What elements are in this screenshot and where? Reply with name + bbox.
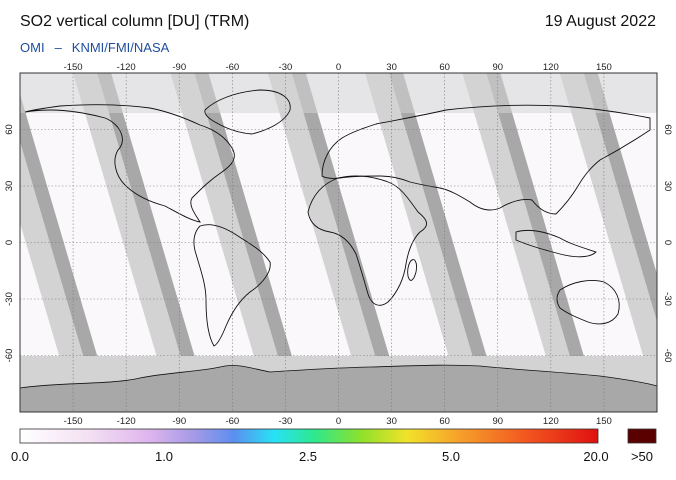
greenland-coast bbox=[204, 89, 291, 135]
colorbar-label-1: 1.0 bbox=[154, 449, 174, 464]
lat-tick-label: -60 bbox=[662, 349, 673, 363]
madagascar-coast bbox=[407, 259, 417, 281]
indonesia-coast bbox=[515, 229, 597, 258]
colorbar-label-0: 0.0 bbox=[10, 449, 30, 464]
lat-tick-label: 0 bbox=[662, 240, 673, 245]
overlap-swath bbox=[583, 73, 657, 322]
lon-tick-label: -30 bbox=[279, 416, 293, 427]
lat-ticks-right: 60 30 0 -30 -60 bbox=[662, 124, 673, 362]
colorbar-label-3: 5.0 bbox=[441, 449, 461, 464]
overlap-swath bbox=[486, 73, 601, 412]
map-frame bbox=[19, 72, 658, 413]
credits: OMI – KNMI/FMI/NASA bbox=[20, 40, 169, 55]
lon-tick-label: -150 bbox=[64, 62, 83, 73]
overlap-swath bbox=[389, 73, 504, 412]
north-america-coast bbox=[24, 104, 235, 223]
lon-tick-label: 0 bbox=[336, 62, 341, 73]
no-data-gap bbox=[559, 73, 657, 403]
lon-tick-label: 120 bbox=[543, 416, 559, 427]
lon-tick-label: 60 bbox=[439, 416, 450, 427]
colorbar-overflow-label: >50 bbox=[630, 449, 654, 464]
lon-tick-label: 90 bbox=[492, 416, 503, 427]
lon-tick-label: 60 bbox=[439, 62, 450, 73]
eurasia-coast bbox=[321, 104, 651, 215]
lon-tick-label: 30 bbox=[386, 62, 397, 73]
lat-tick-label: -30 bbox=[4, 292, 15, 306]
coastlines bbox=[24, 89, 651, 347]
lat-tick-label: 0 bbox=[4, 240, 15, 245]
africa-coast bbox=[307, 175, 427, 306]
lat-ticks-left: 60 30 0 -30 -60 bbox=[4, 124, 15, 362]
instrument-label: OMI bbox=[20, 40, 45, 55]
lon-ticks-bottom: -150 -120 -90 -60 -30 0 30 60 90 120 150 bbox=[64, 416, 612, 427]
lon-tick-label: -60 bbox=[225, 416, 239, 427]
lon-tick-label: 90 bbox=[492, 62, 503, 73]
lat-tick-label: 30 bbox=[4, 181, 15, 192]
lon-tick-label: -60 bbox=[225, 62, 239, 73]
colorbar-label-4: 20.0 bbox=[583, 449, 609, 464]
lon-tick-label: 150 bbox=[596, 62, 612, 73]
lon-tick-label: -150 bbox=[64, 416, 83, 427]
orbit-swaths bbox=[20, 73, 657, 412]
map-title: SO2 vertical column [DU] (TRM) bbox=[20, 13, 250, 30]
lon-ticks-top: -150 -120 -90 -60 -30 0 30 60 90 120 150 bbox=[64, 62, 612, 73]
australia-coast bbox=[556, 279, 620, 325]
lon-tick-label: -90 bbox=[172, 416, 186, 427]
lon-tick-label: 30 bbox=[386, 416, 397, 427]
lon-tick-label: 150 bbox=[596, 416, 612, 427]
lon-tick-label: 120 bbox=[543, 62, 559, 73]
colorbar bbox=[19, 428, 599, 444]
map-area bbox=[20, 73, 657, 412]
arctic-no-data bbox=[20, 73, 657, 113]
lon-tick-label: -120 bbox=[117, 62, 136, 73]
lat-tick-label: 60 bbox=[4, 124, 15, 135]
lat-tick-label: -60 bbox=[4, 349, 15, 363]
colorbar-overflow-swatch bbox=[627, 428, 657, 444]
lat-tick-label: -30 bbox=[662, 292, 673, 306]
map-date: 19 August 2022 bbox=[544, 13, 656, 30]
overlap-swath bbox=[20, 94, 114, 412]
no-data-gap bbox=[73, 73, 198, 412]
colorbar-label-2: 2.5 bbox=[298, 449, 318, 464]
institutions-label: KNMI/FMI/NASA bbox=[71, 40, 170, 55]
lon-tick-label: 0 bbox=[336, 416, 341, 427]
lon-tick-label: -30 bbox=[279, 62, 293, 73]
lon-tick-label: -120 bbox=[117, 416, 136, 427]
lat-tick-label: 60 bbox=[662, 124, 673, 135]
lon-tick-label: -90 bbox=[172, 62, 186, 73]
lat-tick-label: 30 bbox=[662, 181, 673, 192]
credits-separator: – bbox=[54, 40, 62, 55]
no-data-gap bbox=[267, 73, 392, 412]
graticule bbox=[20, 73, 657, 412]
